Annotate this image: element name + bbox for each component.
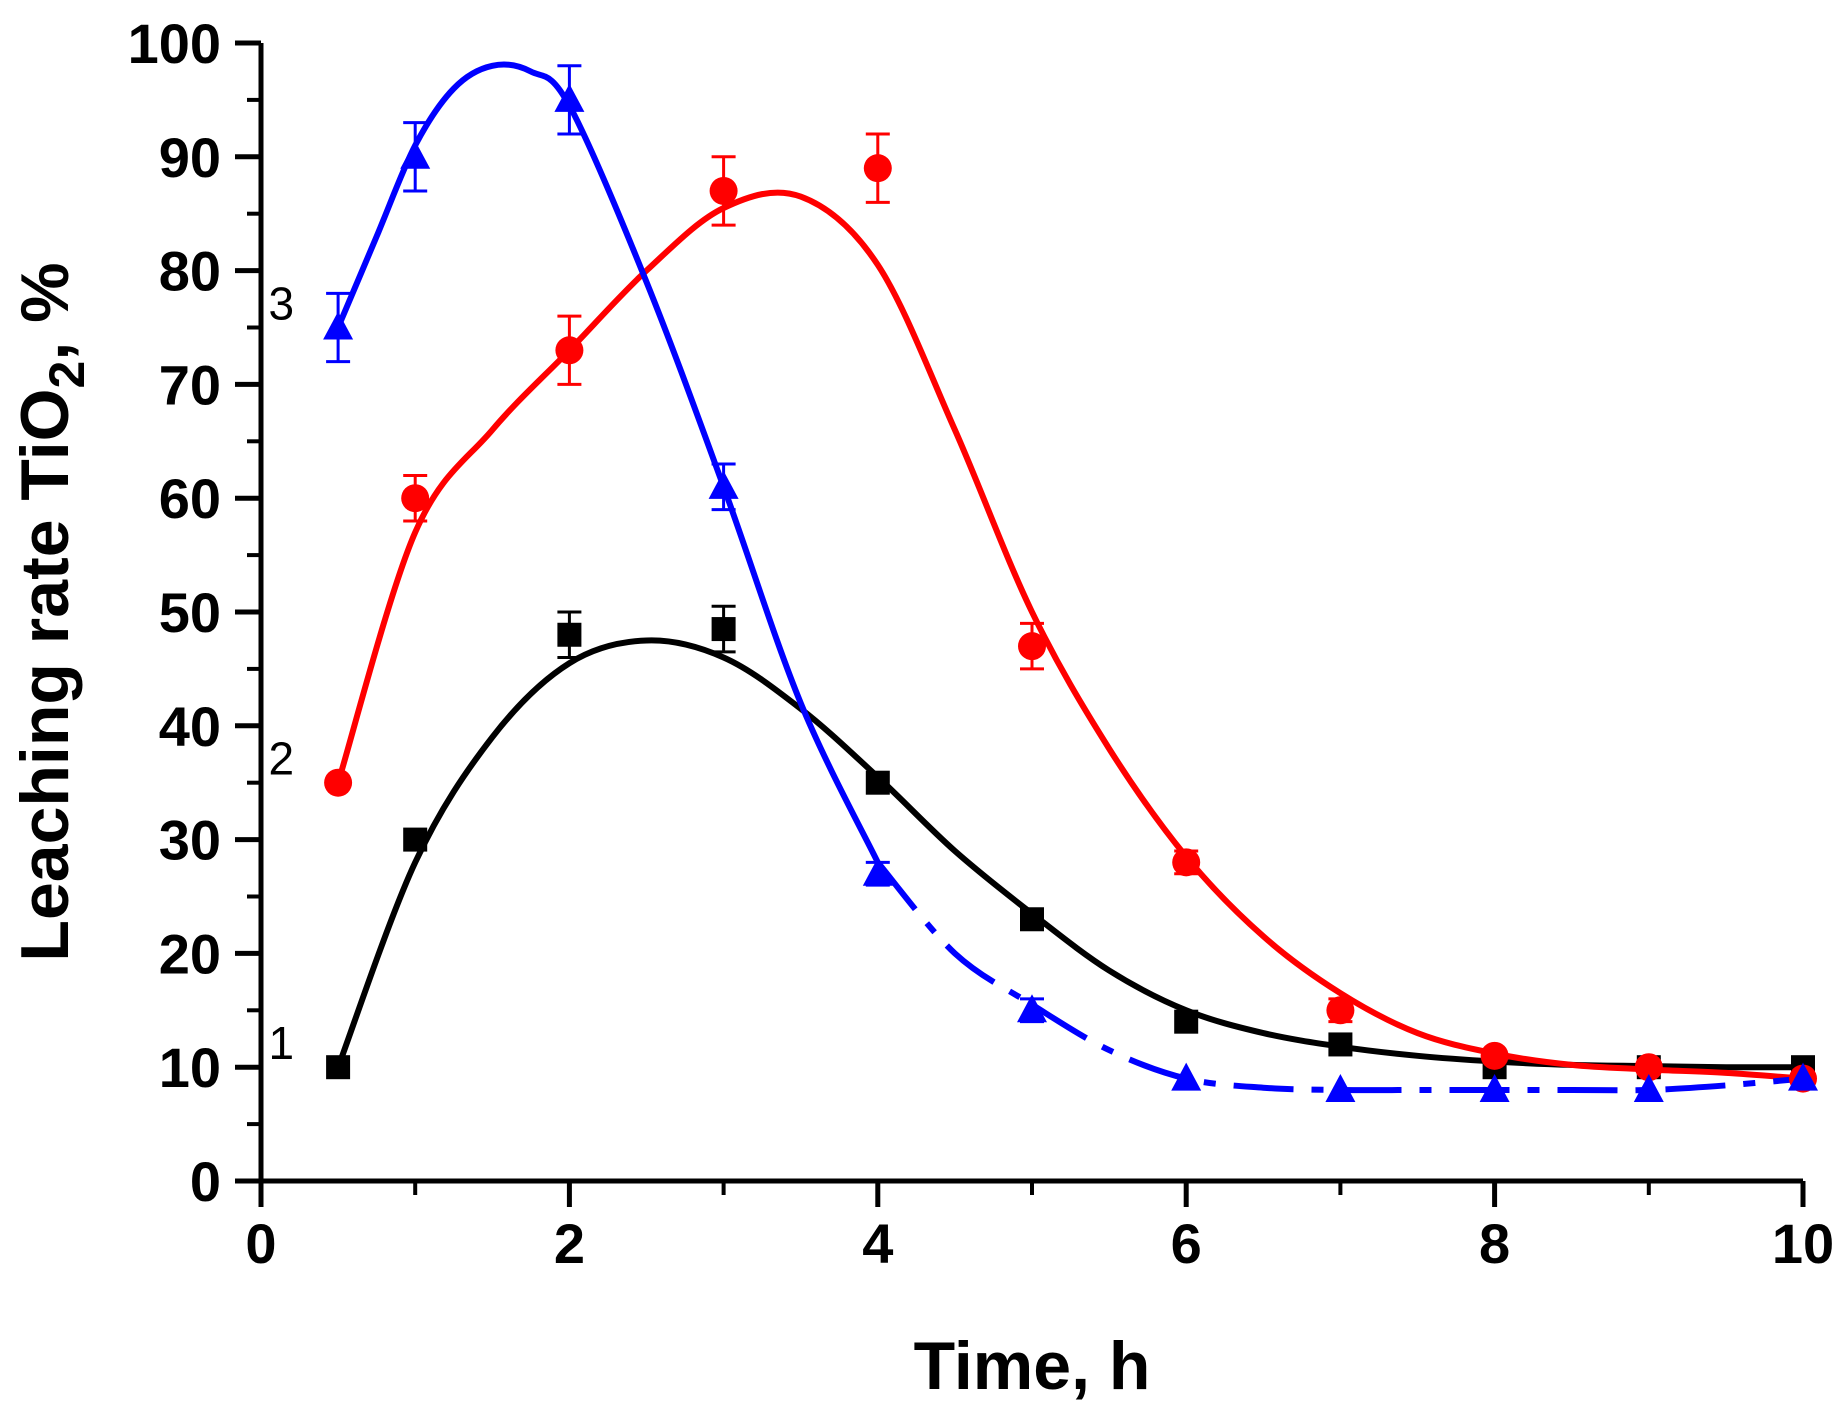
series-3-point xyxy=(1479,1073,1510,1102)
series-1-point xyxy=(557,622,582,647)
series-3-fit-curve xyxy=(335,61,881,866)
plot-lines xyxy=(335,61,1806,1094)
y-tick-label-70: 70 xyxy=(159,353,221,416)
series-2-point xyxy=(1018,632,1046,661)
series-1-point xyxy=(865,770,890,795)
series-3-point xyxy=(554,83,585,112)
series-3-point xyxy=(1325,1073,1356,1102)
series-2-point xyxy=(1172,848,1201,877)
series-1-point xyxy=(1328,1032,1353,1057)
plot-error-bars xyxy=(326,64,1353,1024)
curve-label-1: 1 xyxy=(269,1017,295,1069)
x-tick-label-8: 8 xyxy=(1479,1212,1510,1275)
y-tick-label-60: 60 xyxy=(159,467,221,530)
x-axis-title: Time, h xyxy=(914,1328,1151,1404)
y-tick-label-10: 10 xyxy=(159,1036,221,1099)
series-3-point xyxy=(1017,994,1047,1023)
y-tick-label-30: 30 xyxy=(159,809,221,872)
y-axis-title-subscript: 2 xyxy=(39,361,95,389)
x-tick-label-10: 10 xyxy=(1772,1212,1834,1275)
series-1-point xyxy=(403,827,428,852)
y-tick-label-50: 50 xyxy=(159,581,221,644)
series-3-point xyxy=(1171,1062,1202,1091)
y-tick-label-20: 20 xyxy=(159,922,221,985)
x-tick-label-2: 2 xyxy=(554,1212,585,1275)
plot-markers xyxy=(323,83,1818,1102)
y-tick-label-0: 0 xyxy=(190,1150,221,1213)
series-1-fit-curve xyxy=(335,637,1806,1071)
series-1-point xyxy=(1174,1009,1199,1034)
series-1-point xyxy=(326,1055,351,1080)
x-tick-label-6: 6 xyxy=(1171,1212,1202,1275)
y-axis-title: Leaching rate TiO2, % xyxy=(7,262,95,961)
y-tick-label-100: 100 xyxy=(128,12,221,75)
series-2-point xyxy=(401,484,430,513)
y-tick-label-80: 80 xyxy=(159,240,221,303)
series-3-point xyxy=(323,311,354,340)
series-2-point xyxy=(1480,1041,1509,1070)
series-3-point xyxy=(862,857,893,886)
y-tick-label-40: 40 xyxy=(159,695,221,758)
series-2-point xyxy=(1634,1053,1663,1082)
curve-label-2: 2 xyxy=(269,733,295,785)
x-tick-label-0: 0 xyxy=(245,1212,276,1275)
series-2-point xyxy=(555,336,584,365)
series-2-point xyxy=(863,154,892,183)
series-3-point xyxy=(1633,1073,1664,1102)
series-1-point xyxy=(1020,907,1044,932)
series-3-point xyxy=(1788,1062,1818,1091)
series-3-point xyxy=(400,140,431,169)
series-2-point xyxy=(324,768,353,797)
series-2-point xyxy=(1326,996,1355,1025)
series-2-point xyxy=(709,176,738,205)
curve-labels: 1 2 3 xyxy=(269,278,295,1070)
series-1-point xyxy=(711,617,736,642)
x-tick-label-4: 4 xyxy=(862,1212,893,1275)
y-tick-label-90: 90 xyxy=(159,126,221,189)
y-axis-title-tail: , % xyxy=(7,262,83,360)
curve-label-3: 3 xyxy=(269,278,295,330)
y-axis-title-main: Leaching rate TiO xyxy=(7,388,83,961)
series-3-point xyxy=(708,470,739,499)
